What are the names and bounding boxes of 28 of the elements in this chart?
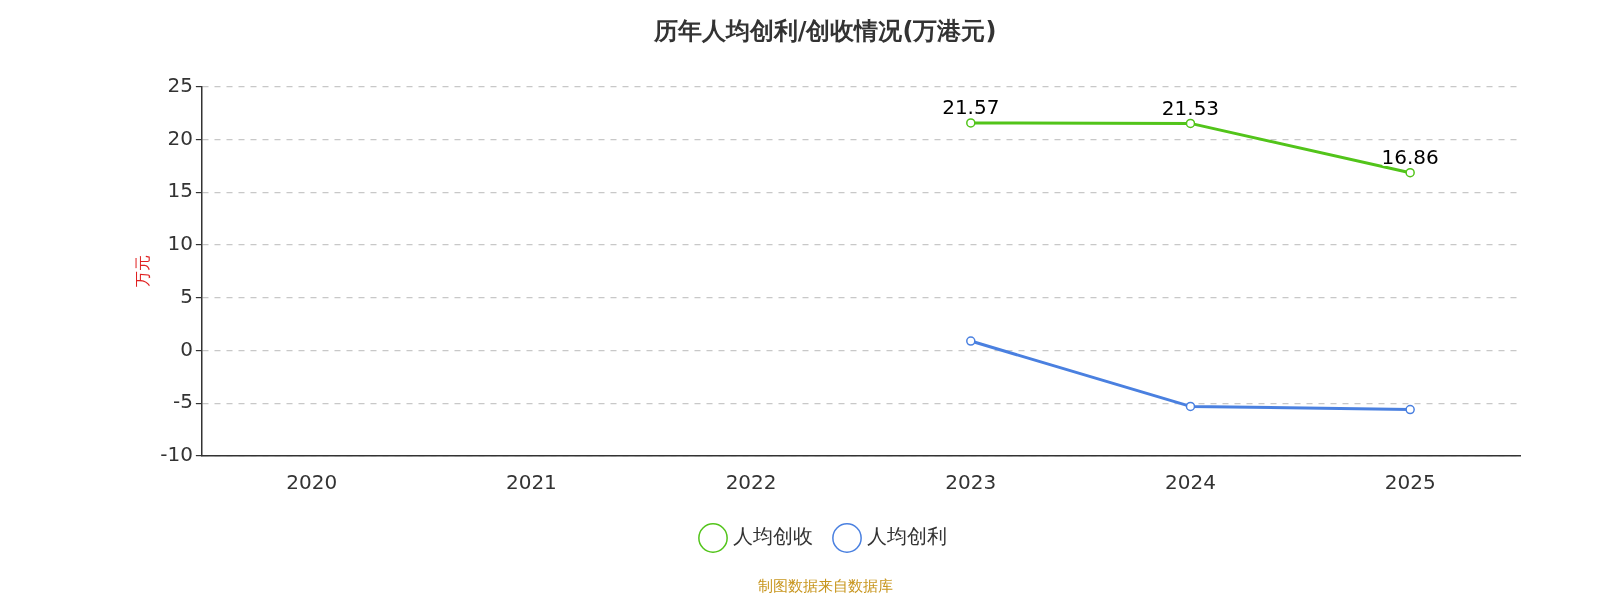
- point: [1405, 167, 1415, 178]
- x-tick-label: 2024: [1165, 470, 1216, 495]
- y-tick-label: -5: [172, 389, 193, 414]
- y-tick-label: 25: [167, 73, 193, 97]
- x-tick-label: 2023: [945, 470, 997, 495]
- x-tick-label: 2025: [1384, 470, 1436, 495]
- legend-label: 人均创收: [733, 524, 813, 549]
- point: [966, 336, 976, 346]
- text: 制图数据来自数据库: [757, 576, 893, 595]
- point: [1185, 118, 1196, 129]
- x-tick-label: 2021: [505, 470, 557, 495]
- point: [1405, 404, 1415, 415]
- data-label: 21.53: [1161, 95, 1220, 120]
- x-tick-label: 2022: [725, 470, 777, 495]
- data-label: 16.86: [1381, 144, 1439, 169]
- y-tick-label: 15: [167, 178, 193, 203]
- y-tick-label: -10: [160, 442, 193, 467]
- y-tick-label: 20: [167, 125, 193, 150]
- y-tick-label: 5: [180, 283, 193, 308]
- y-tick-label: 0: [180, 336, 193, 361]
- chart-title: 历年人均创利/创收情况(万港元): [652, 16, 997, 45]
- point: [966, 118, 976, 128]
- y-tick-label: 10: [167, 231, 193, 256]
- point: [1185, 401, 1196, 412]
- x-tick-label: 2020: [286, 470, 338, 495]
- y-axis-title: 万元: [132, 255, 152, 288]
- legend-label: 人均创利: [867, 524, 947, 549]
- data-label: 21.57: [942, 95, 1000, 120]
